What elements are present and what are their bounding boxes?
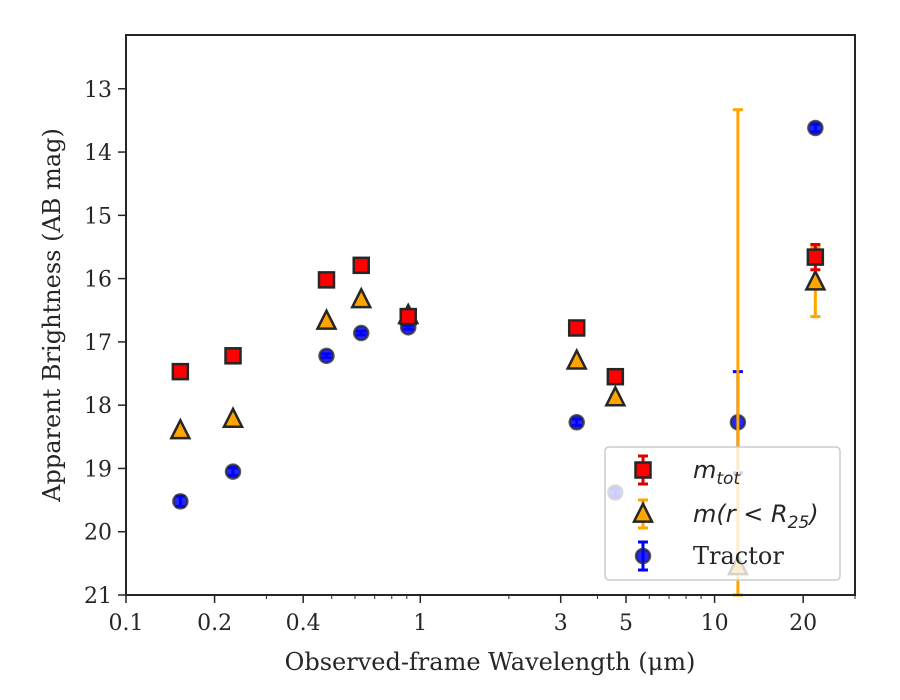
data-point: [221, 406, 245, 428]
data-point: [317, 271, 336, 289]
data-point: [567, 319, 586, 337]
data-point: [399, 307, 417, 326]
x-axis-ticks: 0.1 0.2 0.4 1 3 5 10 20: [109, 595, 856, 636]
y-axis-label: Apparent Brightness (AB mag): [38, 128, 66, 503]
x-tick-label: 10: [701, 611, 729, 636]
data-point: [318, 347, 335, 365]
legend-label: m(r < R25): [693, 500, 819, 533]
data-point: [352, 324, 370, 342]
x-axis-label: Observed-frame Wavelength (μm): [285, 648, 696, 676]
data-point: [172, 493, 189, 510]
data-point: [171, 362, 190, 381]
axes-frame: [125, 34, 856, 596]
data-point: [807, 119, 824, 137]
data-point: [604, 384, 627, 407]
legend-marker: [631, 501, 655, 523]
y-tick-label: 18: [84, 394, 112, 419]
x-tick-label: 5: [619, 611, 633, 636]
data-point: [350, 286, 373, 309]
legend-box: [604, 446, 841, 581]
data-point: [568, 414, 585, 431]
legend-entry: mtot: [634, 454, 741, 489]
legend-marker: [634, 547, 652, 565]
data-point: [352, 256, 370, 275]
x-tick-label: 20: [789, 611, 817, 636]
y-tick-label: 17: [84, 331, 112, 356]
y-tick-label: 15: [84, 204, 112, 229]
legend-entry: Tractor: [634, 540, 784, 572]
data-point: [315, 308, 338, 330]
data-point: [804, 268, 827, 291]
x-tick-label: 1: [413, 611, 427, 636]
y-tick-label: 21: [84, 584, 112, 609]
legend: mtot m(r < R25) Tractor: [604, 446, 841, 581]
y-tick-label: 19: [84, 457, 112, 482]
y-tick-label: 20: [84, 521, 112, 546]
data-point: [224, 463, 242, 480]
y-tick-label: 14: [84, 141, 112, 166]
plot-marks: [169, 108, 827, 597]
legend-label: Tractor: [693, 542, 784, 570]
y-tick-label: 13: [84, 78, 112, 103]
legend-label: mtot: [693, 456, 741, 489]
data-point: [606, 367, 625, 386]
x-tick-label: 3: [554, 611, 568, 636]
y-tick-label: 16: [84, 268, 112, 293]
series-square: [171, 242, 825, 386]
x-tick-label: 0.4: [286, 611, 321, 636]
x-tick-label: 0.1: [109, 611, 144, 636]
y-axis-ticks: 13 14 15 16 17 18 19 20 21: [84, 78, 126, 609]
data-point: [169, 417, 192, 440]
legend-entry: m(r < R25): [631, 498, 819, 533]
data-point: [565, 347, 588, 370]
legend-marker: [634, 461, 652, 479]
data-point: [224, 347, 242, 365]
x-tick-label: 0.2: [197, 611, 232, 636]
data-point: [806, 248, 825, 266]
